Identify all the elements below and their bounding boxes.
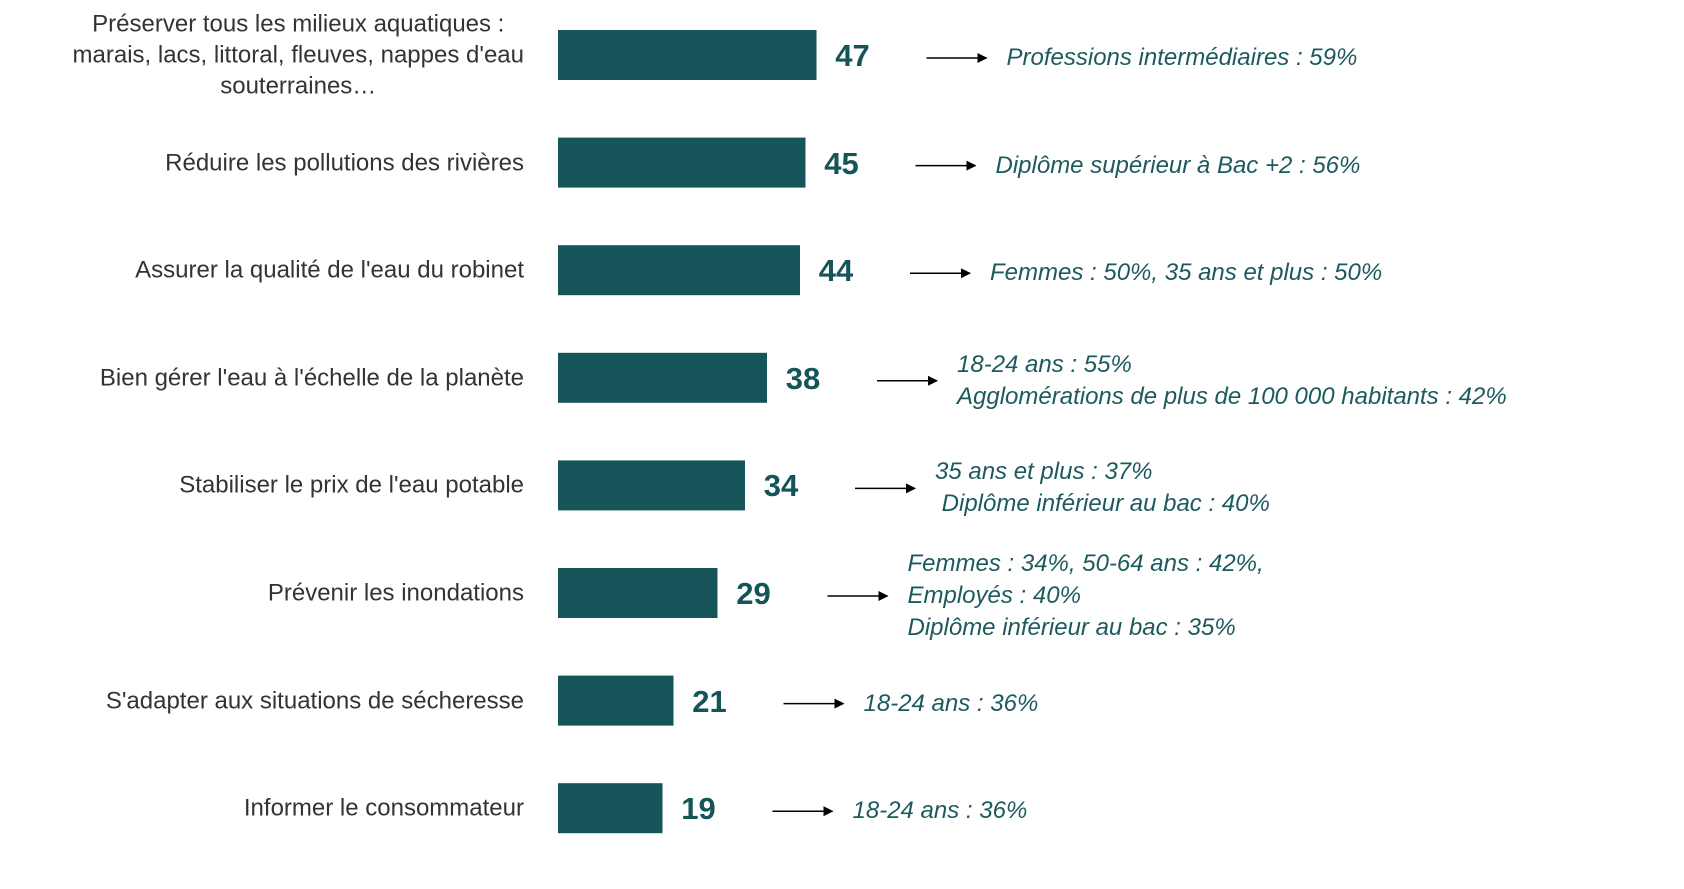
bar <box>558 460 745 511</box>
annotation: Diplôme inférieur au bac : 40% <box>935 490 1270 518</box>
bar <box>558 352 767 403</box>
value-label: 34 <box>763 468 799 504</box>
value-label: 47 <box>835 38 870 73</box>
value-label: 19 <box>681 791 716 827</box>
annotation: Agglomérations de plus de 100 000 habita… <box>957 382 1507 410</box>
value-label: 29 <box>736 576 771 611</box>
annotation: 18-24 ans : 36% <box>863 689 1039 717</box>
value-label: 38 <box>785 360 821 396</box>
category-label: Informer le consommateur <box>243 794 524 822</box>
category-label: Stabiliser le prix de l'eau potable <box>179 471 524 499</box>
bar <box>558 675 674 726</box>
annotation: Femmes : 34%, 50-64 ans : 42%, <box>907 550 1264 577</box>
value-label: 44 <box>818 253 854 289</box>
category-label: Assurer la qualité de l'eau du robinet <box>135 256 524 284</box>
annotation: Professions intermédiaires : 59% <box>1006 44 1358 71</box>
value-label: 21 <box>692 683 727 719</box>
annotation: Femmes : 50%, 35 ans et plus : 50% <box>990 259 1383 287</box>
bar <box>558 30 817 80</box>
value-label: 45 <box>824 145 859 181</box>
annotation: Employés : 40% <box>907 582 1081 609</box>
category-label: Prévenir les inondations <box>267 579 524 607</box>
annotation: 18-24 ans : 36% <box>852 797 1028 825</box>
bar <box>558 783 663 834</box>
bar <box>558 245 800 296</box>
category-label: Bien gérer l'eau à l'échelle de la planè… <box>99 364 524 392</box>
bar <box>558 137 806 188</box>
category-label: Réduire les pollutions des rivières <box>165 149 524 177</box>
category-label: S'adapter aux situations de sécheresse <box>105 687 524 715</box>
category-label: Préserver tous les milieux aquatiques : … <box>72 10 524 100</box>
annotation: 18-24 ans : 55% <box>957 350 1132 378</box>
annotation: 35 ans et plus : 37% <box>935 458 1153 486</box>
bar <box>558 568 718 618</box>
annotation: Diplôme supérieur à Bac +2 : 56% <box>995 151 1361 179</box>
annotation: Diplôme inférieur au bac : 35% <box>907 614 1236 641</box>
